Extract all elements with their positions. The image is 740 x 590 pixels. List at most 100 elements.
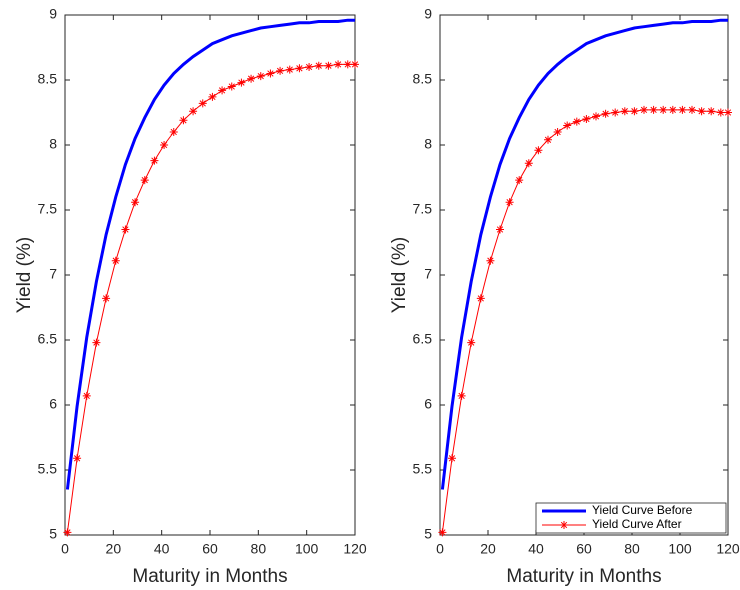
marker xyxy=(314,61,323,70)
y-tick-label: 5.5 xyxy=(413,461,433,477)
x-tick-label: 60 xyxy=(202,541,218,557)
marker xyxy=(208,92,217,101)
legend-marker xyxy=(560,521,568,529)
marker xyxy=(198,99,207,108)
marker xyxy=(668,105,677,114)
plot-area xyxy=(439,14,729,536)
marker xyxy=(324,61,333,70)
marker xyxy=(160,141,169,149)
marker xyxy=(611,108,620,117)
y-tick-label: 8.5 xyxy=(413,71,433,87)
marker xyxy=(724,108,732,117)
marker xyxy=(189,107,198,116)
marker xyxy=(649,105,658,114)
x-tick-label: 40 xyxy=(528,541,544,557)
y-tick-label: 7.5 xyxy=(413,201,433,217)
x-tick-label: 40 xyxy=(154,541,170,557)
marker xyxy=(467,338,476,347)
marker xyxy=(73,454,82,463)
marker xyxy=(515,176,524,185)
marker xyxy=(92,338,101,347)
x-tick-label: 80 xyxy=(251,541,267,557)
marker xyxy=(496,225,504,234)
y-tick-label: 5.5 xyxy=(38,461,58,477)
legend-label: Yield Curve Before xyxy=(592,503,693,517)
marker xyxy=(276,66,285,75)
y-tick-label: 6 xyxy=(424,396,432,412)
marker xyxy=(218,86,227,95)
marker xyxy=(659,105,668,114)
marker xyxy=(524,159,533,168)
marker xyxy=(102,294,111,303)
marker xyxy=(131,198,140,207)
x-tick-label: 100 xyxy=(295,541,319,557)
x-tick-label: 120 xyxy=(343,541,367,557)
marker xyxy=(688,105,696,114)
marker xyxy=(111,256,120,265)
x-tick-label: 120 xyxy=(716,541,740,557)
marker xyxy=(697,107,706,116)
marker xyxy=(227,82,236,91)
y-tick-label: 5 xyxy=(49,526,57,542)
marker xyxy=(505,198,514,207)
marker xyxy=(534,146,543,155)
x-tick-label: 20 xyxy=(106,541,122,557)
x-tick-label: 100 xyxy=(668,541,692,557)
x-tick-label: 80 xyxy=(624,541,640,557)
marker xyxy=(716,108,725,117)
marker xyxy=(476,294,485,303)
marker xyxy=(457,391,466,400)
marker xyxy=(247,74,256,83)
legend-box xyxy=(535,502,727,534)
y-tick-label: 6.5 xyxy=(38,331,58,347)
marker xyxy=(640,105,648,114)
marker xyxy=(351,60,359,69)
marker xyxy=(179,116,188,125)
y-tick-label: 7 xyxy=(424,266,432,282)
marker xyxy=(553,128,562,136)
y-tick-label: 7.5 xyxy=(38,201,58,217)
y-tick-label: 7 xyxy=(49,266,57,282)
marker xyxy=(678,105,687,114)
marker xyxy=(438,528,447,537)
marker xyxy=(169,128,178,136)
series-line xyxy=(440,18,728,490)
y-tick-label: 9 xyxy=(424,6,432,22)
marker xyxy=(563,121,572,130)
y-axis-label: Yield (%) xyxy=(389,237,410,313)
x-axis-label: Maturity in Months xyxy=(132,566,287,587)
marker xyxy=(82,391,91,400)
y-tick-label: 6 xyxy=(49,396,57,412)
x-tick-label: 60 xyxy=(576,541,592,557)
marker xyxy=(295,64,304,73)
marker xyxy=(544,135,552,144)
x-tick-label: 0 xyxy=(436,541,444,557)
marker xyxy=(266,69,275,78)
y-tick-label: 8.5 xyxy=(38,71,58,87)
marker xyxy=(707,107,716,116)
y-tick-label: 8 xyxy=(49,136,57,152)
marker xyxy=(334,60,343,69)
marker xyxy=(601,109,610,118)
y-tick-label: 9 xyxy=(49,6,57,22)
marker xyxy=(486,256,495,265)
plot-area xyxy=(64,14,356,536)
marker xyxy=(620,107,629,116)
x-axis-label: Maturity in Months xyxy=(506,566,661,587)
x-tick-label: 0 xyxy=(61,541,69,557)
marker xyxy=(150,156,159,165)
x-tick-label: 20 xyxy=(480,541,496,557)
series-line xyxy=(65,18,355,490)
legend-label: Yield Curve After xyxy=(592,517,682,531)
marker xyxy=(121,225,130,234)
marker xyxy=(63,528,72,537)
y-axis-label: Yield (%) xyxy=(14,237,35,313)
marker xyxy=(237,78,246,87)
marker xyxy=(582,115,591,123)
marker xyxy=(140,176,149,185)
y-tick-label: 5 xyxy=(424,526,432,542)
marker xyxy=(285,65,294,74)
marker xyxy=(343,60,352,69)
